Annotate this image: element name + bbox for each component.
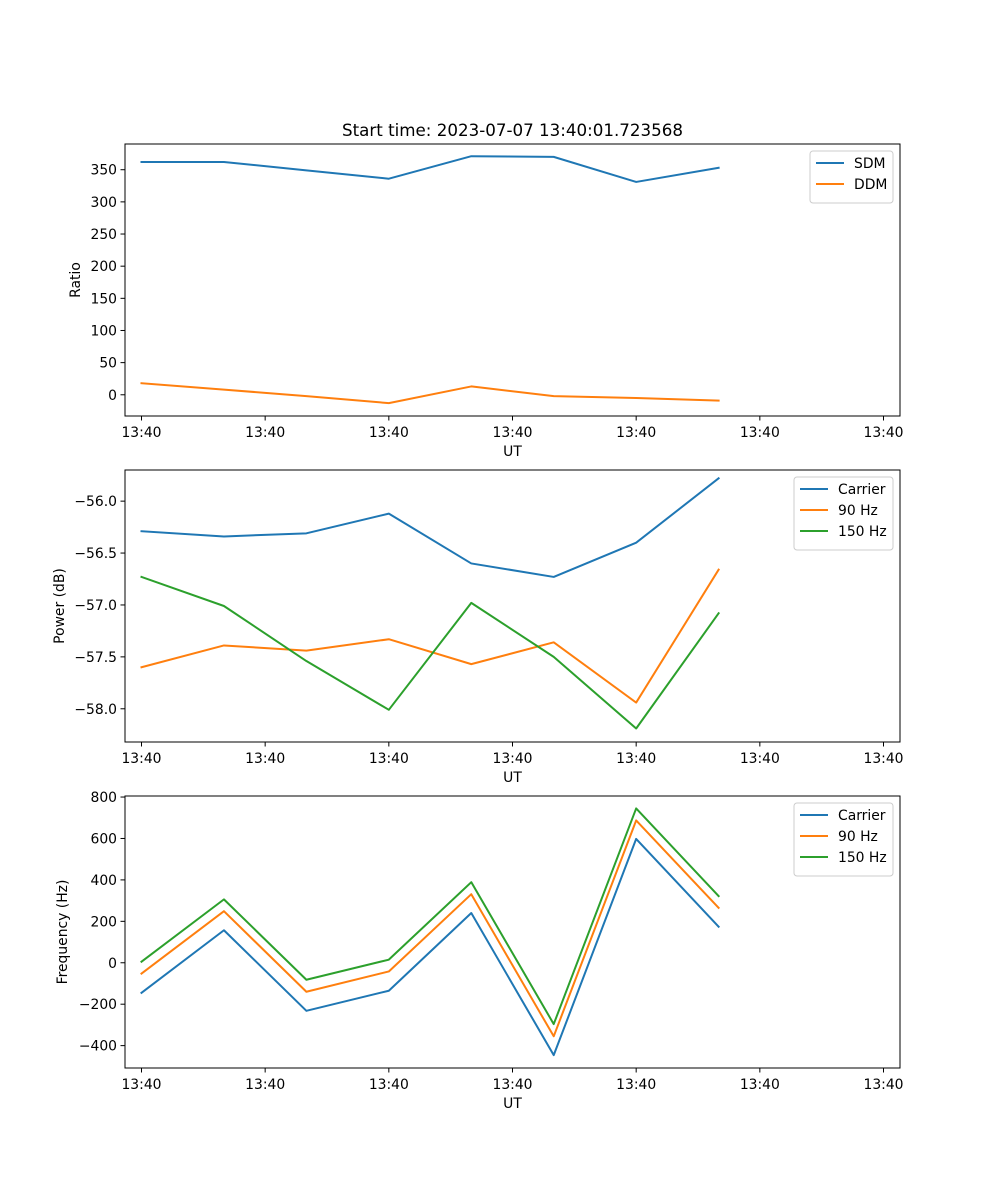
y-tick-label: 350: [90, 163, 117, 179]
axes-frame: [124, 795, 901, 1069]
legend-label: DDM: [854, 177, 887, 193]
series-line-150-hz: [140, 575, 721, 730]
y-tick-label: −58.0: [74, 702, 117, 718]
power-subplot: 13:40 13:40 13:40 13:40 13:40 13:40 13:40 −58.0…: [52, 469, 904, 786]
x-tick-label: 13:40: [245, 1077, 285, 1093]
x-tick-label: 13:40: [121, 1077, 161, 1093]
x-tick-label: 13:40: [863, 1077, 903, 1093]
x-tick-label: 13:40: [245, 425, 285, 441]
y-tick-label: −56.5: [74, 546, 117, 562]
series-line-carrier: [140, 476, 721, 578]
x-tick-label: 13:40: [369, 1077, 409, 1093]
legend-label: 90 Hz: [838, 829, 878, 845]
x-tick-label: 13:40: [740, 1077, 780, 1093]
axes-frame: [124, 469, 901, 743]
y-tick-label: 0: [108, 388, 117, 404]
x-tick-label: 13:40: [492, 751, 532, 767]
axes-frame: [124, 143, 901, 417]
series-line-sdm: [140, 155, 720, 183]
series-line-ddm: [140, 382, 720, 405]
series-line-carrier: [140, 837, 721, 1057]
x-tick-label: 13:40: [492, 425, 532, 441]
series-line-90-hz: [140, 819, 721, 1038]
legend-label: 150 Hz: [838, 850, 887, 866]
y-tick-label: 250: [90, 227, 117, 243]
x-axis-label: UT: [503, 1096, 522, 1112]
y-tick-label: 200: [90, 914, 117, 930]
y-tick-label: −57.0: [74, 598, 117, 614]
x-tick-label: 13:40: [616, 751, 656, 767]
legend-label: 150 Hz: [838, 524, 887, 540]
chart-title: Start time: 2023-07-07 13:40:01.723568: [342, 120, 683, 140]
y-tick-label: −57.5: [74, 650, 117, 666]
legend-label: Carrier: [838, 808, 886, 824]
x-axis-label: UT: [503, 770, 522, 786]
y-tick-label: 100: [90, 323, 117, 339]
y-tick-label: 400: [90, 873, 117, 889]
x-tick-label: 13:40: [740, 425, 780, 441]
y-tick-label: 300: [90, 195, 117, 211]
x-tick-label: 13:40: [616, 425, 656, 441]
y-tick-label: 600: [90, 831, 117, 847]
x-axis-label: UT: [503, 444, 522, 460]
legend-label: Carrier: [838, 482, 886, 498]
y-axis-label: Power (dB): [52, 568, 68, 644]
y-tick-label: −56.0: [74, 494, 117, 510]
legend-label: 90 Hz: [838, 503, 878, 519]
x-tick-label: 13:40: [369, 425, 409, 441]
y-axis-label: Frequency (Hz): [55, 880, 71, 985]
x-tick-label: 13:40: [863, 425, 903, 441]
x-tick-label: 13:40: [245, 751, 285, 767]
x-tick-label: 13:40: [121, 425, 161, 441]
series-line-90-hz: [140, 568, 720, 704]
y-tick-label: 800: [90, 790, 117, 806]
y-tick-label: −200: [79, 997, 117, 1013]
frequency-subplot: 13:40 13:40 13:40 13:40 13:40 13:40 13:40 −400 −…: [55, 790, 904, 1112]
y-tick-label: 200: [90, 259, 117, 275]
y-tick-label: 0: [108, 956, 117, 972]
y-tick-label: 50: [99, 356, 117, 372]
x-tick-label: 13:40: [863, 751, 903, 767]
y-tick-label: 150: [90, 291, 117, 307]
x-tick-label: 13:40: [369, 751, 409, 767]
x-tick-label: 13:40: [740, 751, 780, 767]
x-tick-label: 13:40: [492, 1077, 532, 1093]
x-tick-label: 13:40: [121, 751, 161, 767]
x-tick-label: 13:40: [616, 1077, 656, 1093]
y-tick-label: −400: [79, 1039, 117, 1055]
legend-label: SDM: [854, 156, 886, 172]
y-axis-label: Ratio: [68, 262, 84, 298]
ratio-subplot: 13:40 13:40 13:40 13:40 13:40 13:40 13:40 0 50 10…: [68, 143, 904, 460]
series-line-150-hz: [140, 807, 721, 1026]
